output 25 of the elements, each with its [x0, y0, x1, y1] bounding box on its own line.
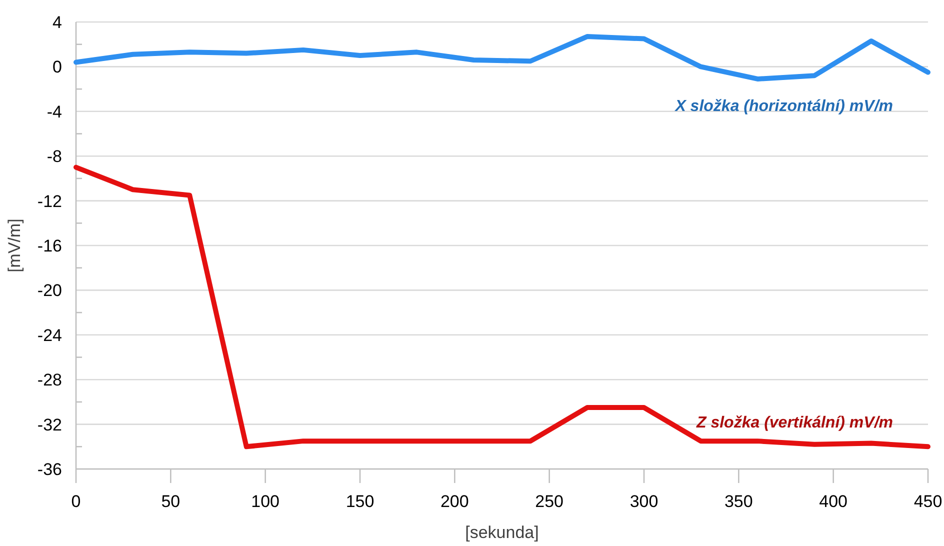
y-tick-label: -28 — [37, 370, 62, 390]
y-tick-label: -4 — [46, 102, 62, 122]
x-tick-label: 150 — [346, 492, 374, 511]
x-axis-title: [sekunda] — [465, 523, 539, 542]
series-label: X složka (horizontální) mV/m — [674, 98, 893, 115]
x-tick-label: 200 — [440, 492, 469, 511]
y-tick-label: -32 — [37, 415, 62, 434]
y-tick-label: -24 — [37, 326, 62, 345]
series-label: Z složka (vertikální) mV/m — [695, 414, 893, 432]
y-tick-label: -8 — [46, 147, 62, 166]
x-tick-label: 250 — [535, 492, 564, 511]
y-axis-title: [mV/m] — [5, 218, 24, 272]
y-tick-label: -16 — [37, 236, 62, 256]
x-tick-label: 300 — [630, 492, 658, 511]
y-tick-label: -12 — [37, 192, 62, 211]
y-tick-label: -20 — [37, 281, 62, 300]
y-tick-label: 0 — [52, 58, 62, 77]
x-tick-label: 100 — [251, 492, 280, 511]
y-tick-label: -36 — [37, 460, 62, 479]
x-tick-label: 350 — [724, 492, 753, 511]
x-tick-label: 50 — [161, 492, 180, 511]
y-tick-label: 4 — [52, 12, 62, 32]
x-tick-label: 400 — [819, 492, 848, 511]
x-tick-label: 0 — [71, 492, 81, 511]
x-tick-label: 450 — [914, 492, 942, 511]
